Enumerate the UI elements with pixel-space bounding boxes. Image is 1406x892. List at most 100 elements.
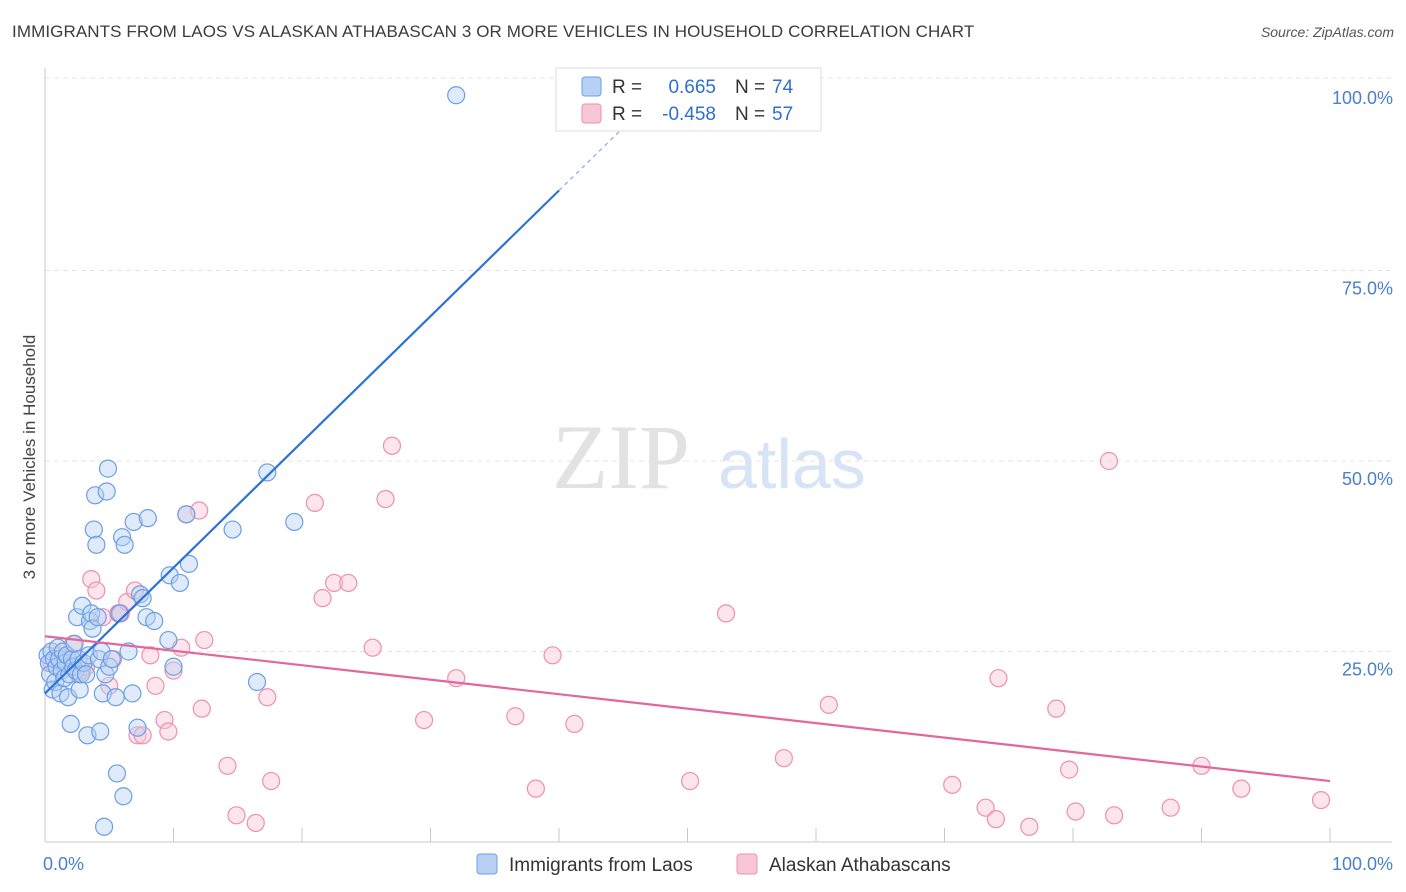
laos-point-64 (159, 630, 178, 650)
athabascan-point-64 (1099, 451, 1119, 471)
athabascan-point-52 (976, 798, 995, 817)
stats-legend-swatch-athabascans (581, 103, 602, 124)
laos-point-72 (258, 463, 277, 482)
athabascan-point-49 (774, 749, 793, 768)
stats-r-label-athabascans: R = (612, 104, 642, 125)
athabascan-point-38 (363, 638, 382, 657)
laos-point-58 (128, 718, 147, 737)
athabascan-point-58 (1066, 802, 1085, 821)
athabascan-point-23 (164, 661, 183, 680)
athabascan-point-48 (716, 604, 736, 623)
laos-point-63 (145, 611, 164, 631)
athabascan-point-8 (82, 570, 101, 589)
y-tick-label-75: 75.0% (1342, 279, 1393, 299)
legend-label-laos[interactable]: Immigrants from Laos (509, 855, 693, 876)
athabascan-point-51 (943, 775, 962, 794)
athabascan-point-45 (543, 646, 562, 665)
laos-point-38 (88, 608, 107, 627)
athabascan-point-37 (339, 573, 358, 593)
laos-point-67 (170, 573, 190, 593)
stats-n-value-laos: 74 (772, 77, 794, 98)
athabascan-point-29 (218, 756, 237, 775)
athabascan-point-31 (246, 813, 265, 833)
athabascan-point-9 (87, 581, 106, 600)
laos-point-50 (107, 764, 127, 783)
athabascan-point-22 (159, 722, 178, 741)
laos-point-73 (285, 512, 304, 532)
athabascan-point-57 (1060, 760, 1079, 779)
athabascan-point-17 (128, 726, 147, 745)
athabascan-point-63 (1311, 790, 1331, 810)
athabascan-point-11 (100, 676, 119, 695)
stats-legend-swatch-laos (581, 76, 602, 97)
athabascan-point-54 (989, 669, 1008, 688)
athabascan-point-27 (192, 699, 211, 718)
laos-point-35 (84, 520, 103, 539)
x-tick-label-max: 100.0% (1332, 854, 1393, 874)
laos-point-53 (114, 787, 133, 806)
y-axis-label: 3 or more Vehicles in Household (20, 335, 39, 580)
legend-swatch-athabascans[interactable] (736, 853, 758, 875)
stats-r-label-laos: R = (612, 77, 642, 98)
x-tick-label-min: 0.0% (43, 854, 84, 874)
x-axis-ticks (173, 828, 1331, 842)
athabascan-point-35 (313, 589, 332, 608)
laos-point-25 (70, 680, 89, 699)
athabascan-point-36 (325, 573, 344, 593)
watermark-zip: ZIP (552, 406, 690, 508)
watermark-atlas: atlas (718, 425, 866, 503)
athabascan-trend-line (44, 635, 1331, 783)
laos-point-34 (83, 619, 102, 638)
laos-point-48 (102, 650, 121, 669)
athabascan-point-28 (195, 630, 214, 650)
stats-n-label-laos: N = (735, 77, 765, 98)
laos-point-68 (177, 505, 196, 524)
laos-trend-line (44, 189, 560, 695)
laos-point-69 (179, 554, 199, 573)
laos-point-37 (87, 535, 106, 554)
athabascan-point-20 (146, 676, 165, 695)
laos-point-46 (98, 459, 118, 478)
stats-r-value-athabascans: -0.458 (662, 104, 716, 125)
laos-point-54 (115, 535, 134, 554)
series-immigrants-from-laos (38, 86, 466, 836)
athabascan-point-60 (1161, 798, 1180, 817)
laos-point-18 (61, 714, 80, 733)
chart-title: IMMIGRANTS FROM LAOS VS ALASKAN ATHABASC… (12, 22, 975, 41)
y-tick-label-25: 25.0% (1342, 660, 1393, 680)
athabascan-point-56 (1047, 699, 1066, 718)
laos-point-66 (164, 657, 183, 676)
laos-point-36 (86, 486, 105, 505)
laos-point-65 (160, 566, 179, 585)
legend-label-athabascans[interactable]: Alaskan Athabascans (769, 855, 951, 876)
athabascan-point-47 (680, 771, 700, 791)
athabascan-point-40 (382, 436, 402, 455)
athabascan-point-39 (376, 490, 395, 509)
athabascan-point-41 (414, 710, 434, 730)
athabascan-point-44 (526, 779, 545, 798)
laos-point-29 (77, 665, 96, 684)
legend-swatch-laos[interactable] (476, 853, 498, 875)
laos-point-56 (123, 684, 142, 703)
y-tick-label-50: 50.0% (1342, 469, 1393, 489)
laos-point-70 (223, 520, 242, 539)
athabascan-point-21 (155, 710, 174, 730)
laos-point-45 (97, 482, 116, 501)
athabascan-point-59 (1105, 806, 1124, 825)
stats-n-label-athabascans: N = (735, 104, 765, 125)
athabascan-point-30 (227, 806, 246, 825)
laos-point-74 (447, 86, 466, 105)
stats-r-value-laos: 0.665 (668, 77, 716, 98)
grid-lines (45, 77, 1392, 652)
chart-source: Source: ZipAtlas.com (1260, 24, 1394, 40)
athabascan-point-50 (819, 695, 838, 714)
athabascan-point-19 (141, 646, 160, 665)
athabascan-point-53 (986, 810, 1006, 829)
y-tick-labels: 25.0% 50.0% 75.0% 100.0% (1332, 88, 1393, 680)
athabascan-point-62 (1232, 779, 1251, 798)
stats-n-value-athabascans: 57 (772, 104, 793, 125)
stats-legend: R = 0.665 N = 74 R = -0.458 N = 57 (555, 67, 822, 132)
laos-point-40 (91, 722, 110, 741)
laos-point-49 (106, 688, 125, 707)
